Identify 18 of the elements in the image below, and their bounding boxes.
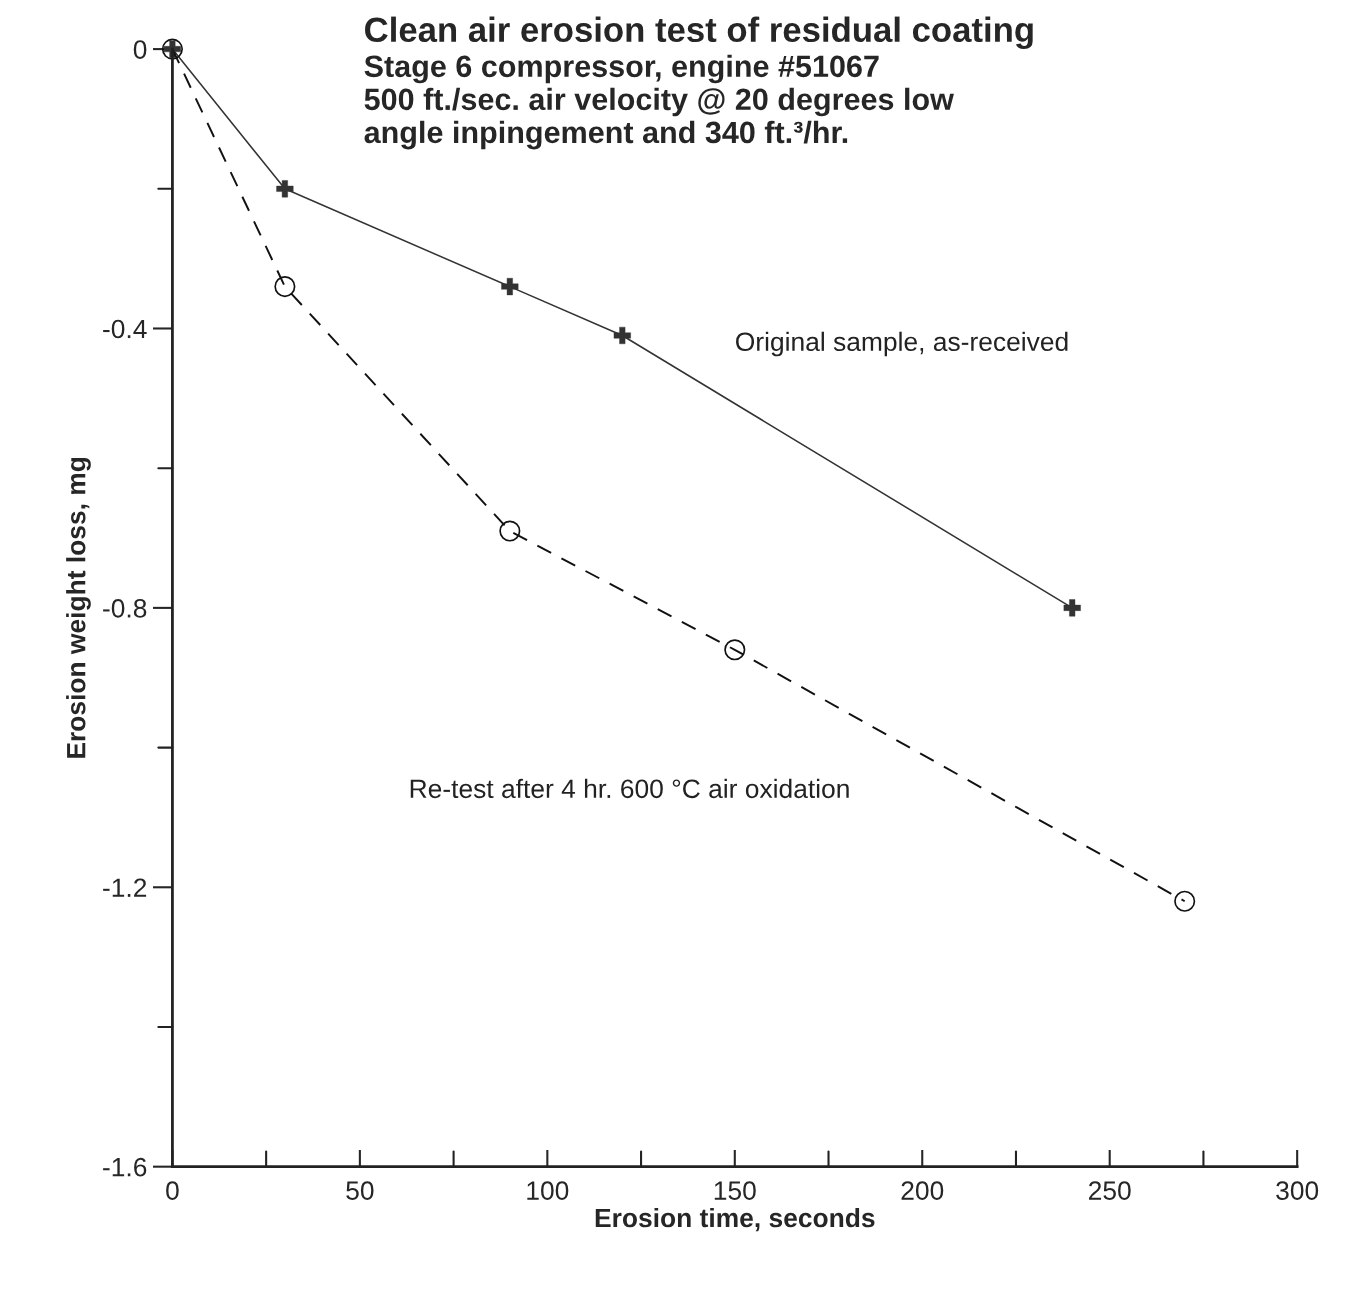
x-tick-label: 150 <box>714 1181 756 1200</box>
y-tick-label: -0.4 <box>103 319 147 339</box>
y-tick-label: -1.6 <box>103 1157 147 1177</box>
y-tick-label: 0 <box>133 40 147 59</box>
series-label: Original sample, as-received <box>736 331 1068 357</box>
y-tick-label: -1.2 <box>103 878 147 897</box>
x-tick-label: 100 <box>527 1181 569 1200</box>
x-tick-label: 250 <box>1089 1181 1131 1200</box>
x-axis-title: Erosion time, seconds <box>595 1207 875 1232</box>
chart-title: Clean air erosion test of residual coating <box>365 16 1033 50</box>
x-tick-label: 200 <box>901 1181 944 1200</box>
text: Stage 6 compressor, engine #51067 500 ft./sec. air velocity @ 20 degrees low angle inpingement and 340 ft.³/hr. <box>364 54 954 150</box>
y-tick-label: -0.8 <box>103 599 147 618</box>
x-tick-label: 0 <box>166 1181 179 1200</box>
x-tick-label: 300 <box>1276 1181 1319 1200</box>
x-tick-label: 50 <box>346 1181 374 1200</box>
text: Re-test after 4 hr. 600 °C air oxidation <box>410 778 849 799</box>
y-axis-title: Erosion weight loss, mg <box>66 457 91 758</box>
